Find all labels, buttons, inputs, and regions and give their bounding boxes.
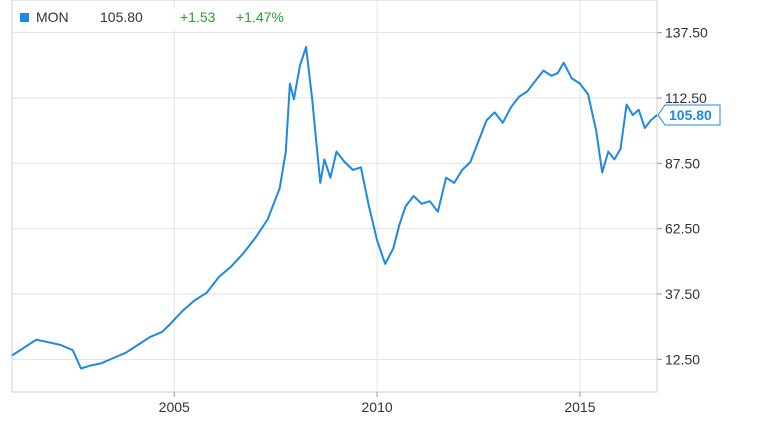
- last-value-pointer: [657, 104, 721, 126]
- legend-change-percent: +1.47%: [236, 9, 284, 25]
- y-tick-label: 12.50: [665, 351, 700, 367]
- legend-change: +1.53: [180, 9, 216, 25]
- axes: 12.50 37.50 62.50 87.50 112.50 137.50 2005 2010…: [159, 25, 708, 415]
- y-tick-label: 137.50: [665, 25, 708, 41]
- legend: MON 105.80 +1.53 +1.47%: [14, 8, 308, 30]
- x-tick-label: 2010: [362, 399, 393, 415]
- series-line: [11, 46, 658, 370]
- plot-area: [11, 0, 658, 393]
- x-tick-label: 2015: [564, 399, 595, 415]
- x-tick-label: 2005: [159, 399, 190, 415]
- y-tick-label: 87.50: [665, 155, 700, 171]
- last-value-marker: 105.80: [657, 104, 721, 126]
- last-value-label: 105.80: [669, 107, 712, 123]
- y-tick-label: 112.50: [665, 90, 707, 106]
- y-tick-label: 62.50: [665, 221, 700, 237]
- series-layer: [11, 46, 658, 370]
- y-tick-label: 37.50: [665, 286, 700, 302]
- legend-swatch: [20, 13, 29, 22]
- grid: [12, 0, 657, 392]
- legend-ticker: MON: [36, 9, 69, 25]
- legend-background: [14, 8, 308, 30]
- legend-price: 105.80: [100, 9, 143, 25]
